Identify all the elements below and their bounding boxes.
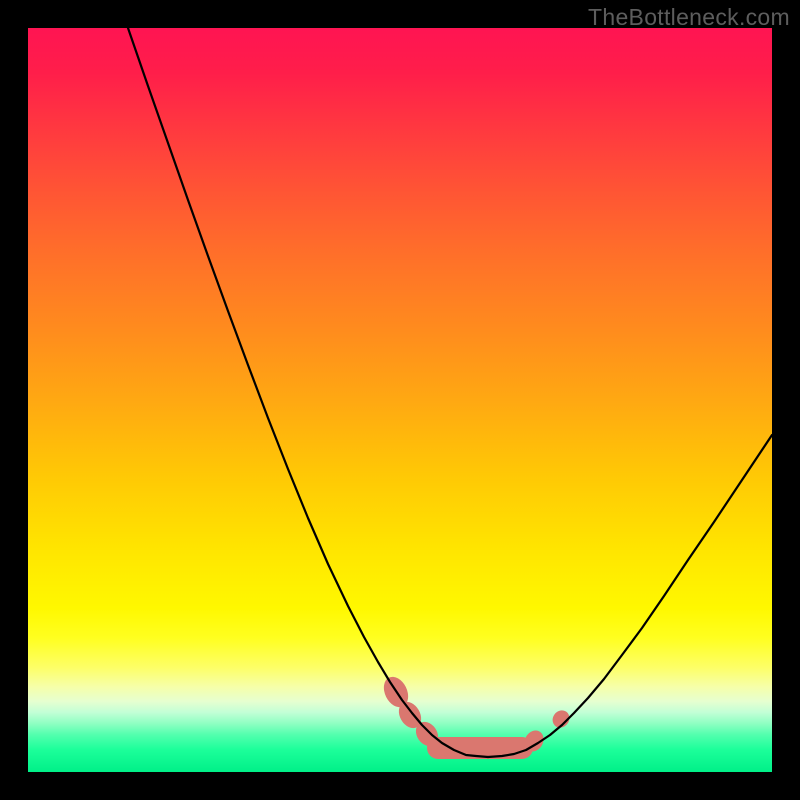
bottleneck-curve-chart (28, 28, 772, 772)
gradient-background (28, 28, 772, 772)
plot-area (28, 28, 772, 772)
chart-frame: TheBottleneck.com (0, 0, 800, 800)
watermark-text: TheBottleneck.com (588, 4, 790, 31)
